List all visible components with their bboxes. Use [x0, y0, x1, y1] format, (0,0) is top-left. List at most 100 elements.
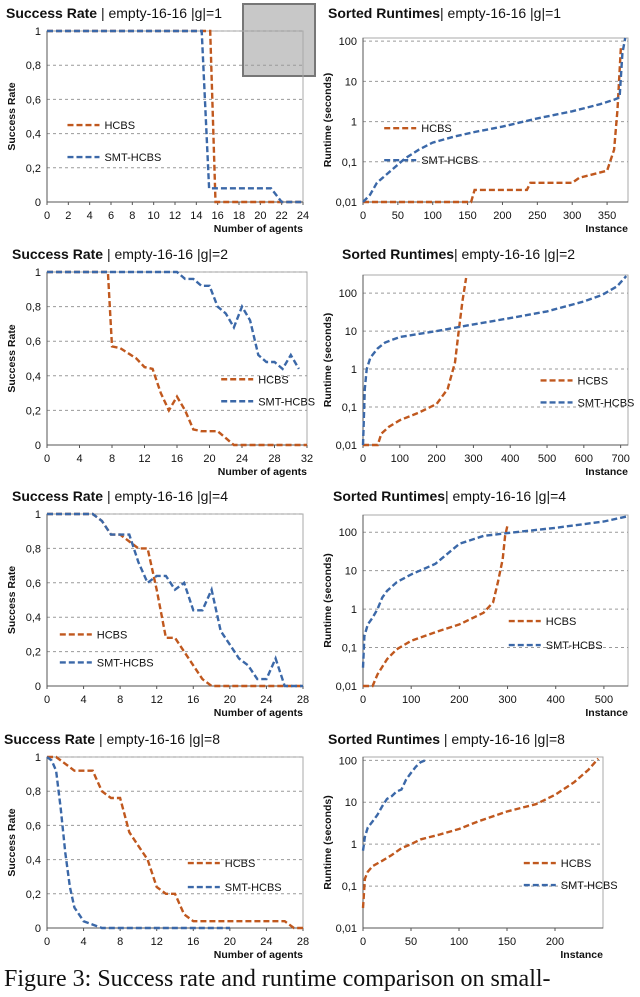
x-tick-label: 24: [260, 694, 272, 706]
y-tick-label: 0,2: [26, 405, 41, 417]
legend-label: SMT-HCBS: [258, 396, 315, 408]
x-tick-label: 0: [44, 453, 50, 465]
y-tick-label: 1: [35, 752, 41, 764]
y-axis-label: Runtime (seconds): [322, 313, 334, 408]
figure-caption: Figure 3: Success rate and runtime compa…: [4, 966, 551, 992]
x-tick-label: 8: [117, 936, 123, 948]
chart-3: 0 0,2 0,4 0,6 0,8 1 0 4 8 12 16 20 24 28 32 Success Rat…: [6, 246, 315, 478]
x-tick-label: 4: [76, 453, 82, 465]
x-tick-label: 22: [276, 210, 288, 222]
legend-label: SMT-HCBS: [421, 155, 478, 167]
x-tick-label: 32: [301, 453, 313, 465]
x-tick-label: 200: [450, 694, 468, 706]
x-axis-label: Instance: [585, 466, 628, 478]
chart-title-bold: Sorted Runtimes: [342, 246, 454, 262]
x-tick-label: 100: [450, 936, 468, 948]
y-tick-label: 10: [345, 326, 357, 338]
y-tick-label: 0,1: [342, 402, 357, 414]
chart-title: Sorted Runtimes| empty-16-16 |g|=4: [333, 488, 566, 504]
chart-title-bold: Sorted Runtimes: [333, 488, 445, 504]
y-tick-label: 0,1: [342, 157, 357, 169]
chart-title-rest: | empty-16-16 |g|=1: [97, 5, 222, 21]
y-tick-label: 1: [351, 604, 357, 616]
y-tick-label: 0,6: [26, 820, 41, 832]
x-tick-label: 16: [187, 936, 199, 948]
x-tick-label: 20: [254, 210, 266, 222]
legend-label: HCBS: [421, 123, 452, 135]
y-tick-label: 0,2: [26, 889, 41, 901]
chart-title-bold: Sorted Runtimes: [328, 731, 440, 747]
x-tick-label: 0: [360, 453, 366, 465]
y-axis-label: Runtime (seconds): [322, 73, 334, 168]
x-tick-label: 28: [297, 694, 309, 706]
chart-4: 0,01 0,1 1 10 100 0 100 200 300 400 500 600 700 Sorte…: [322, 246, 634, 478]
y-axis-label: Runtime (seconds): [322, 795, 334, 890]
y-tick-label: 0,1: [342, 881, 357, 893]
series-line-smt-hcbs: [362, 37, 627, 203]
y-tick-label: 0,6: [26, 578, 41, 590]
x-tick-label: 8: [117, 694, 123, 706]
legend-label: HCBS: [258, 374, 289, 386]
y-tick-label: 0,1: [342, 643, 357, 655]
chart-title: Sorted Runtimes| empty-16-16 |g|=1: [328, 5, 561, 21]
x-tick-label: 600: [575, 453, 593, 465]
y-tick-label: 0,01: [336, 197, 357, 209]
legend-label: HCBS: [225, 858, 256, 870]
chart-title: Sorted Runtimes | empty-16-16 |g|=8: [328, 731, 565, 747]
series-line-smt-hcbs: [47, 270, 300, 371]
y-tick-label: 0,01: [336, 681, 357, 693]
x-tick-label: 24: [260, 936, 272, 948]
series-line-hcbs: [47, 270, 307, 447]
y-tick-label: 0,8: [26, 543, 41, 555]
legend-label: HCBS: [578, 375, 609, 387]
x-tick-label: 300: [464, 453, 482, 465]
y-tick-label: 1: [351, 839, 357, 851]
x-tick-label: 16: [187, 694, 199, 706]
x-tick-label: 200: [493, 210, 511, 222]
chart-title-bold: Success Rate: [6, 5, 97, 21]
y-tick-label: 0,4: [26, 371, 41, 383]
x-tick-label: 20: [224, 694, 236, 706]
legend-label: SMT-HCBS: [225, 882, 282, 894]
y-tick-label: 0,4: [26, 855, 41, 867]
x-tick-label: 700: [611, 453, 629, 465]
plot-frame: [362, 37, 629, 203]
chart-5: 0 0,2 0,4 0,6 0,8 1 0 4 8 12 16 20 24 28 Success Rate …: [6, 488, 309, 719]
legend-label: HCBS: [546, 616, 577, 628]
x-tick-label: 100: [391, 453, 409, 465]
y-axis-label: Success Rate: [6, 82, 18, 150]
y-tick-label: 0,01: [336, 923, 357, 935]
y-tick-label: 0,8: [26, 302, 41, 314]
chart-8: 0,01 0,1 1 10 100 0 50 100 150 200 Sorted Runtimes…: [322, 731, 618, 961]
plot-frame: [46, 756, 304, 929]
x-tick-label: 300: [498, 694, 516, 706]
x-tick-label: 200: [427, 453, 445, 465]
series-line-smt-hcbs: [361, 515, 629, 668]
x-tick-label: 500: [538, 453, 556, 465]
x-axis-label: Instance: [585, 223, 628, 235]
series-line-hcbs: [363, 277, 468, 447]
y-tick-label: 0,8: [26, 60, 41, 72]
chart-title-bold: Success Rate: [12, 246, 103, 262]
y-tick-label: 1: [35, 26, 41, 38]
chart-6: 0,01 0,1 1 10 100 0 100 200 300 400 500 Sorted Runt…: [322, 488, 629, 719]
x-tick-label: 0: [360, 694, 366, 706]
x-tick-label: 18: [233, 210, 245, 222]
series-line-hcbs: [361, 757, 600, 909]
chart-title: Success Rate | empty-16-16 |g|=8: [4, 731, 220, 747]
plot-frame: [46, 513, 304, 687]
plot-frame: [46, 271, 308, 446]
x-tick-label: 16: [212, 210, 224, 222]
x-axis-label: Instance: [560, 949, 603, 961]
series-line-smt-hcbs: [361, 759, 426, 851]
x-tick-label: 14: [190, 210, 202, 222]
y-tick-label: 10: [345, 797, 357, 809]
chart-2: 0,01 0,1 1 10 100 0 50 100 150 200 250 300 350 Sorted…: [322, 5, 629, 235]
x-tick-label: 150: [458, 210, 476, 222]
x-tick-label: 0: [360, 210, 366, 222]
y-tick-label: 0: [35, 197, 41, 209]
x-axis-label: Number of agents: [214, 949, 303, 961]
chart-7: 0 0,2 0,4 0,6 0,8 1 0 4 8 12 16 20 24 28 Success Rate …: [4, 731, 309, 961]
y-axis-label: Runtime (seconds): [322, 553, 334, 648]
